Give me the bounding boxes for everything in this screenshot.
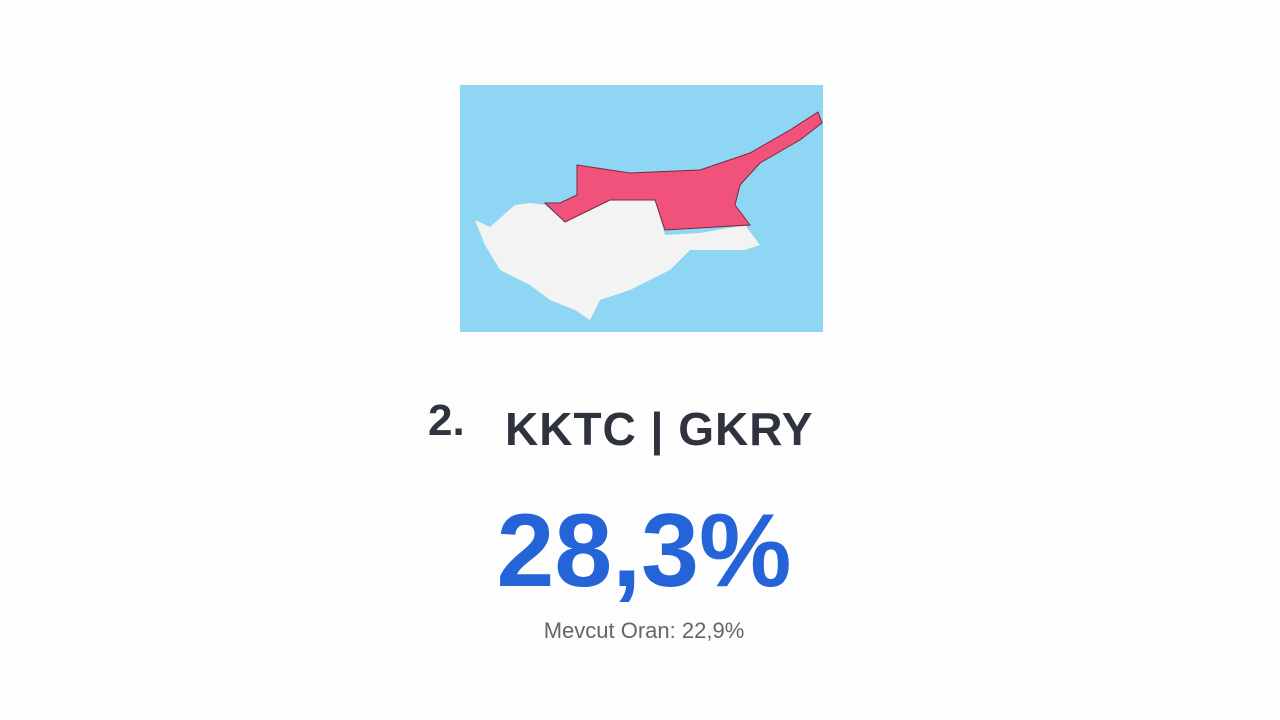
current-rate: Mevcut Oran: 22,9% bbox=[543, 618, 745, 643]
south-region bbox=[475, 200, 760, 320]
rank-number: 2. bbox=[428, 396, 465, 445]
north-region bbox=[543, 111, 823, 231]
main-percentage: 28,3% bbox=[496, 493, 792, 609]
cyprus-map bbox=[460, 85, 823, 332]
comparison-title: KKTC | GKRY bbox=[505, 403, 814, 455]
